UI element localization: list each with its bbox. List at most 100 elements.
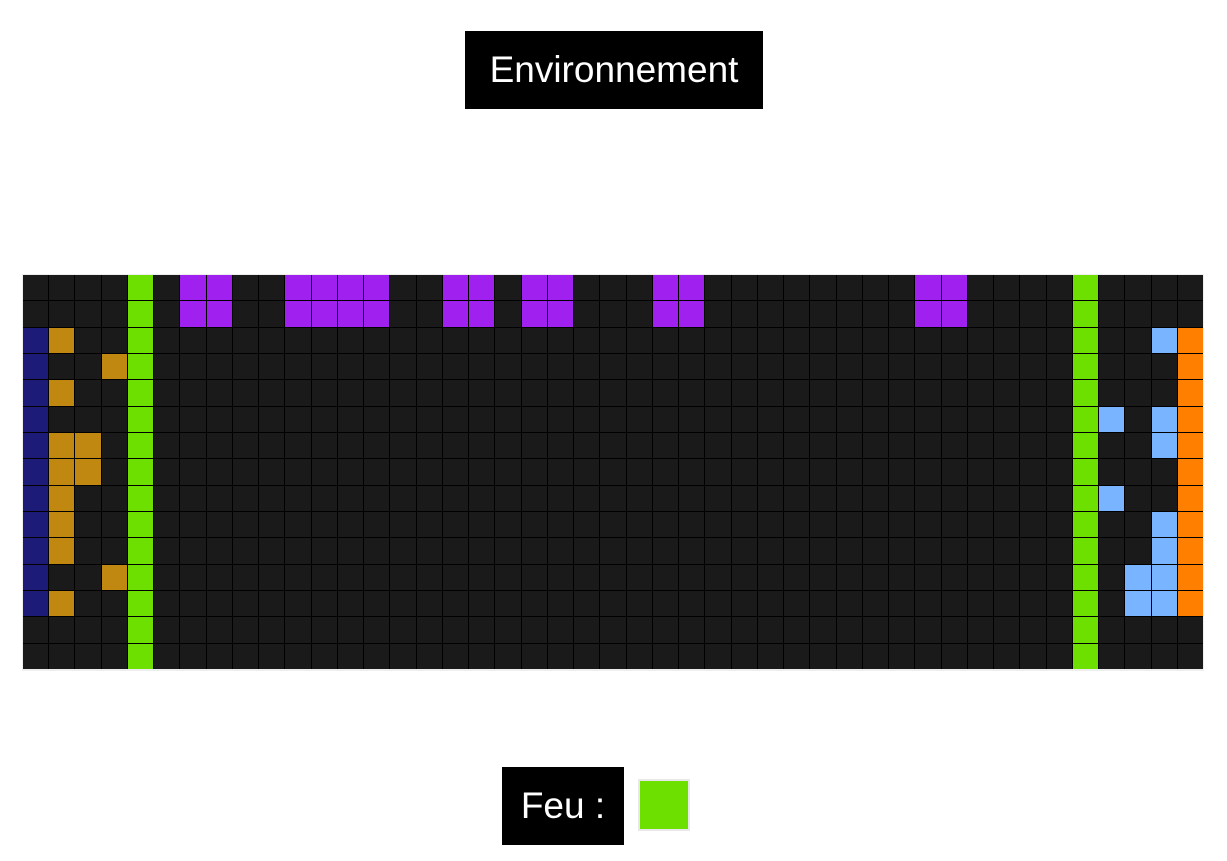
cell-empty (285, 512, 311, 538)
cell-empty (442, 354, 469, 380)
cell-empty (679, 380, 705, 406)
cell-empty (285, 459, 311, 485)
cell-empty (652, 327, 679, 353)
cell-empty (75, 301, 101, 327)
cell-empty (337, 617, 364, 643)
cell-empty (757, 433, 784, 459)
cell-empty (679, 433, 705, 459)
cell-empty (1020, 354, 1046, 380)
cell-empty (862, 327, 889, 353)
cell-empty (574, 591, 600, 617)
cell-empty (206, 485, 232, 511)
cell-empty (836, 538, 862, 564)
cell-empty (810, 301, 836, 327)
cell-empty (337, 406, 364, 432)
cell-empty (1046, 564, 1072, 590)
cell-empty (652, 512, 679, 538)
cell-empty (1151, 301, 1177, 327)
cell-empty (23, 643, 49, 669)
cell-green (1072, 327, 1099, 353)
cell-empty (101, 643, 127, 669)
cell-empty (364, 617, 390, 643)
cell-purple (469, 301, 495, 327)
cell-empty (1177, 643, 1203, 669)
cell-empty (154, 433, 180, 459)
cell-empty (75, 275, 101, 301)
cell-empty (495, 564, 521, 590)
cell-empty (547, 485, 574, 511)
cell-empty (101, 301, 127, 327)
cell-empty (705, 591, 731, 617)
cell-empty (311, 643, 337, 669)
cell-purple (679, 275, 705, 301)
cell-green (1072, 275, 1099, 301)
cell-empty (1046, 354, 1072, 380)
cell-empty (75, 512, 101, 538)
cell-empty (416, 643, 442, 669)
cell-empty (941, 512, 967, 538)
cell-empty (364, 380, 390, 406)
cell-empty (784, 301, 810, 327)
cell-empty (1020, 433, 1046, 459)
cell-empty (626, 275, 652, 301)
cell-green (127, 485, 154, 511)
cell-empty (967, 406, 994, 432)
cell-empty (259, 512, 285, 538)
cell-empty (1020, 643, 1046, 669)
cell-empty (1046, 591, 1072, 617)
cell-empty (600, 485, 626, 511)
cell-empty (232, 643, 259, 669)
cell-gold (75, 433, 101, 459)
cell-green (127, 327, 154, 353)
cell-green (1072, 433, 1099, 459)
cell-empty (75, 327, 101, 353)
cell-lightblue (1151, 538, 1177, 564)
cell-empty (390, 327, 416, 353)
cell-empty (889, 301, 915, 327)
cell-empty (311, 327, 337, 353)
cell-empty (1099, 433, 1125, 459)
cell-empty (416, 564, 442, 590)
cell-empty (1020, 380, 1046, 406)
cell-empty (967, 327, 994, 353)
cell-empty (757, 459, 784, 485)
cell-empty (495, 617, 521, 643)
cell-empty (180, 406, 206, 432)
cell-empty (547, 643, 574, 669)
cell-empty (285, 538, 311, 564)
cell-empty (469, 406, 495, 432)
cell-green (127, 564, 154, 590)
cell-empty (757, 591, 784, 617)
cell-empty (679, 643, 705, 669)
cell-empty (390, 406, 416, 432)
cell-navy (23, 327, 49, 353)
cell-empty (967, 380, 994, 406)
cell-empty (337, 485, 364, 511)
cell-empty (547, 433, 574, 459)
cell-empty (469, 459, 495, 485)
cell-purple (521, 275, 547, 301)
cell-empty (390, 459, 416, 485)
cell-empty (547, 538, 574, 564)
cell-empty (442, 459, 469, 485)
cell-empty (232, 327, 259, 353)
cell-empty (416, 512, 442, 538)
cell-empty (1125, 643, 1151, 669)
cell-empty (232, 433, 259, 459)
cell-empty (994, 433, 1020, 459)
cell-navy (23, 591, 49, 617)
cell-empty (206, 433, 232, 459)
cell-empty (364, 459, 390, 485)
cell-empty (679, 354, 705, 380)
cell-empty (180, 485, 206, 511)
cell-empty (574, 301, 600, 327)
cell-empty (232, 354, 259, 380)
cell-empty (915, 617, 941, 643)
cell-empty (994, 354, 1020, 380)
cell-purple (442, 301, 469, 327)
cell-empty (836, 564, 862, 590)
cell-orange (1177, 380, 1203, 406)
cell-empty (547, 512, 574, 538)
cell-orange (1177, 459, 1203, 485)
cell-empty (600, 327, 626, 353)
